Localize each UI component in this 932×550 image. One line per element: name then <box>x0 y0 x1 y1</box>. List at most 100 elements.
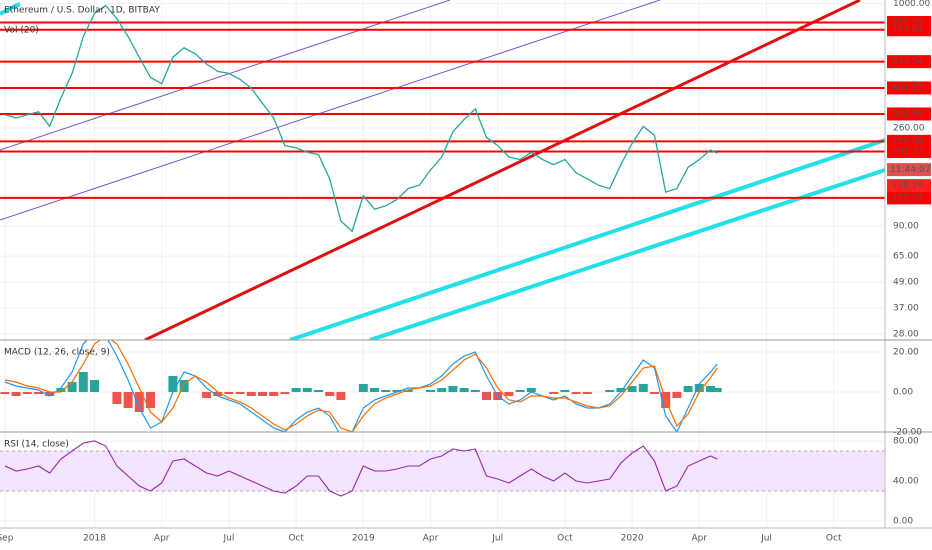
histogram-bar <box>448 386 458 392</box>
level-label: 122.07 <box>892 193 924 203</box>
histogram-bar <box>370 388 379 392</box>
x-tick-label: Apr <box>423 534 439 544</box>
histogram-bar <box>325 392 335 396</box>
histogram-bar <box>224 392 234 394</box>
histogram-bar <box>90 380 100 392</box>
last-price-label: 198.26 <box>892 181 924 191</box>
x-tick-label: 2019 <box>352 534 375 544</box>
histogram-bar <box>269 392 279 396</box>
rsi-band <box>0 451 885 491</box>
countdown-label: 11:44:07 <box>890 165 930 175</box>
x-tick-label: Oct <box>826 534 842 544</box>
histogram-bar <box>549 392 559 394</box>
histogram-bar <box>694 384 704 392</box>
histogram-bar <box>22 392 32 394</box>
histogram-bar <box>280 392 290 394</box>
y-tick-label: 1000.00 <box>893 0 930 9</box>
histogram-bar <box>336 392 346 400</box>
series-line <box>4 340 718 432</box>
histogram-bar <box>0 392 10 394</box>
histogram-bar <box>179 380 189 392</box>
histogram-bar <box>605 390 615 392</box>
level-label-box <box>887 23 931 37</box>
pane <box>0 4 885 233</box>
histogram-bar <box>616 388 626 392</box>
histogram-bar <box>459 388 469 392</box>
x-tick-label: Jul <box>222 534 234 544</box>
indicator-label: Vol (20) <box>4 26 39 36</box>
histogram-bar <box>381 390 391 392</box>
y-tick-label: 65.00 <box>893 252 919 262</box>
histogram-bar <box>560 390 570 392</box>
histogram-bar <box>706 386 715 392</box>
x-tick-label: Apr <box>692 534 708 544</box>
data-layer <box>0 4 885 497</box>
y-tick-label: 20.00 <box>893 348 919 358</box>
y-tick-label: 40.00 <box>893 477 919 487</box>
histogram-bar <box>134 392 144 412</box>
histogram-bar <box>168 376 178 392</box>
histogram-bar <box>683 386 693 392</box>
histogram-bar <box>426 390 435 392</box>
x-tick-label: Apr <box>154 534 170 544</box>
y-tick-label: 37.00 <box>893 304 919 314</box>
series-line <box>4 4 718 233</box>
level-label-box <box>887 134 931 148</box>
level-label-box <box>887 81 931 95</box>
level-label: 533.54 <box>892 57 924 67</box>
histogram-bar <box>504 392 514 396</box>
histogram-bar <box>515 390 525 392</box>
level-label: 815.36 <box>892 18 924 28</box>
level-label-box <box>887 144 931 158</box>
x-tick-label: Jul <box>760 534 772 544</box>
histogram-bar <box>67 382 77 392</box>
histogram-bar <box>582 392 592 394</box>
x-tick-label: Sep <box>0 534 14 544</box>
level-label: 302.85 <box>892 109 924 119</box>
y-tick-label: 0.00 <box>893 388 913 398</box>
level-label-box <box>887 55 931 69</box>
histogram-bar <box>403 390 413 392</box>
level-label: 201.77 <box>892 147 924 157</box>
histogram-bar <box>123 392 133 408</box>
x-tick-label: Jul <box>491 534 503 544</box>
histogram-bar <box>146 392 156 408</box>
histogram-bar <box>712 388 722 392</box>
chart-title: Ethereum / U.S. Dollar, 1D, BITBAY <box>4 6 160 16</box>
histogram-bar <box>258 392 268 396</box>
y-tick-label: 28.00 <box>893 329 919 339</box>
level-label: 753.61 <box>892 25 924 35</box>
histogram-bar <box>470 390 480 392</box>
histogram-bar <box>112 392 122 404</box>
level-label: 225.09 <box>892 137 924 147</box>
histogram-bar <box>213 392 223 396</box>
x-tick-label: Oct <box>288 534 304 544</box>
x-tick-label: 2018 <box>83 534 106 544</box>
trend-line <box>144 0 861 340</box>
histogram-bar <box>672 392 682 398</box>
y-tick-label: 0.00 <box>893 517 913 527</box>
histogram-bar <box>437 388 447 392</box>
histogram-bar <box>314 390 323 392</box>
histogram-bar <box>291 388 301 392</box>
level-label-box <box>887 191 931 205</box>
series-line <box>4 440 718 497</box>
pane <box>0 340 722 432</box>
trend-line <box>289 138 885 340</box>
x-tick-label: Oct <box>557 534 573 544</box>
histogram-bar <box>235 392 245 394</box>
histogram-bar <box>571 392 581 394</box>
y-tick-label: 80.00 <box>893 437 919 447</box>
trend-line <box>0 0 661 221</box>
level-label-box <box>887 107 931 121</box>
histogram-bar <box>202 392 212 398</box>
histogram-bar <box>650 392 659 394</box>
histogram-bar <box>34 392 44 394</box>
indicator-label: MACD (12, 26, close, 9) <box>4 348 110 358</box>
histogram-bar <box>246 392 256 396</box>
y-tick-label: -20.00 <box>893 428 922 438</box>
indicator-label: RSI (14, close) <box>4 440 69 450</box>
